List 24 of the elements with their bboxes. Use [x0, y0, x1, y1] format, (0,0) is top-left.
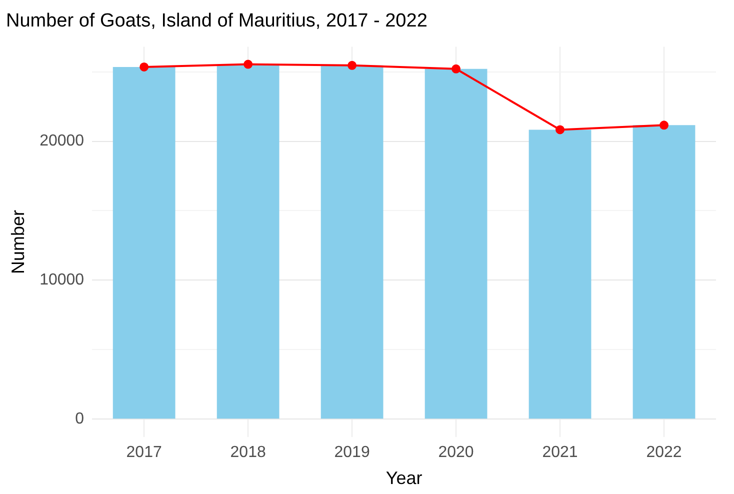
- x-tick-label: 2019: [334, 444, 370, 462]
- x-tick-label: 2020: [438, 444, 474, 462]
- bar: [528, 130, 592, 419]
- point: [452, 64, 461, 74]
- bar: [112, 66, 176, 419]
- point: [244, 60, 253, 69]
- point: [556, 125, 565, 134]
- x-tick-label: 2022: [646, 444, 682, 462]
- y-tick-label: 20000: [40, 132, 84, 150]
- y-tick-label: 10000: [40, 272, 84, 289]
- point: [140, 62, 149, 72]
- bar: [632, 125, 696, 419]
- x-tick-label: 2017: [126, 444, 162, 462]
- bar: [424, 68, 488, 419]
- y-tick-label: 0: [75, 410, 84, 428]
- y-axis-title: Number: [8, 210, 28, 274]
- chart-title: Number of Goats, Island of Mauritius, 2017 - 2022: [6, 10, 428, 32]
- point: [348, 60, 357, 70]
- point: [660, 120, 669, 130]
- bar: [216, 64, 280, 419]
- x-axis-title: Year: [386, 468, 422, 488]
- x-tick-label: 2021: [542, 444, 578, 462]
- x-tick-label: 2018: [230, 444, 266, 462]
- bar: [320, 65, 384, 419]
